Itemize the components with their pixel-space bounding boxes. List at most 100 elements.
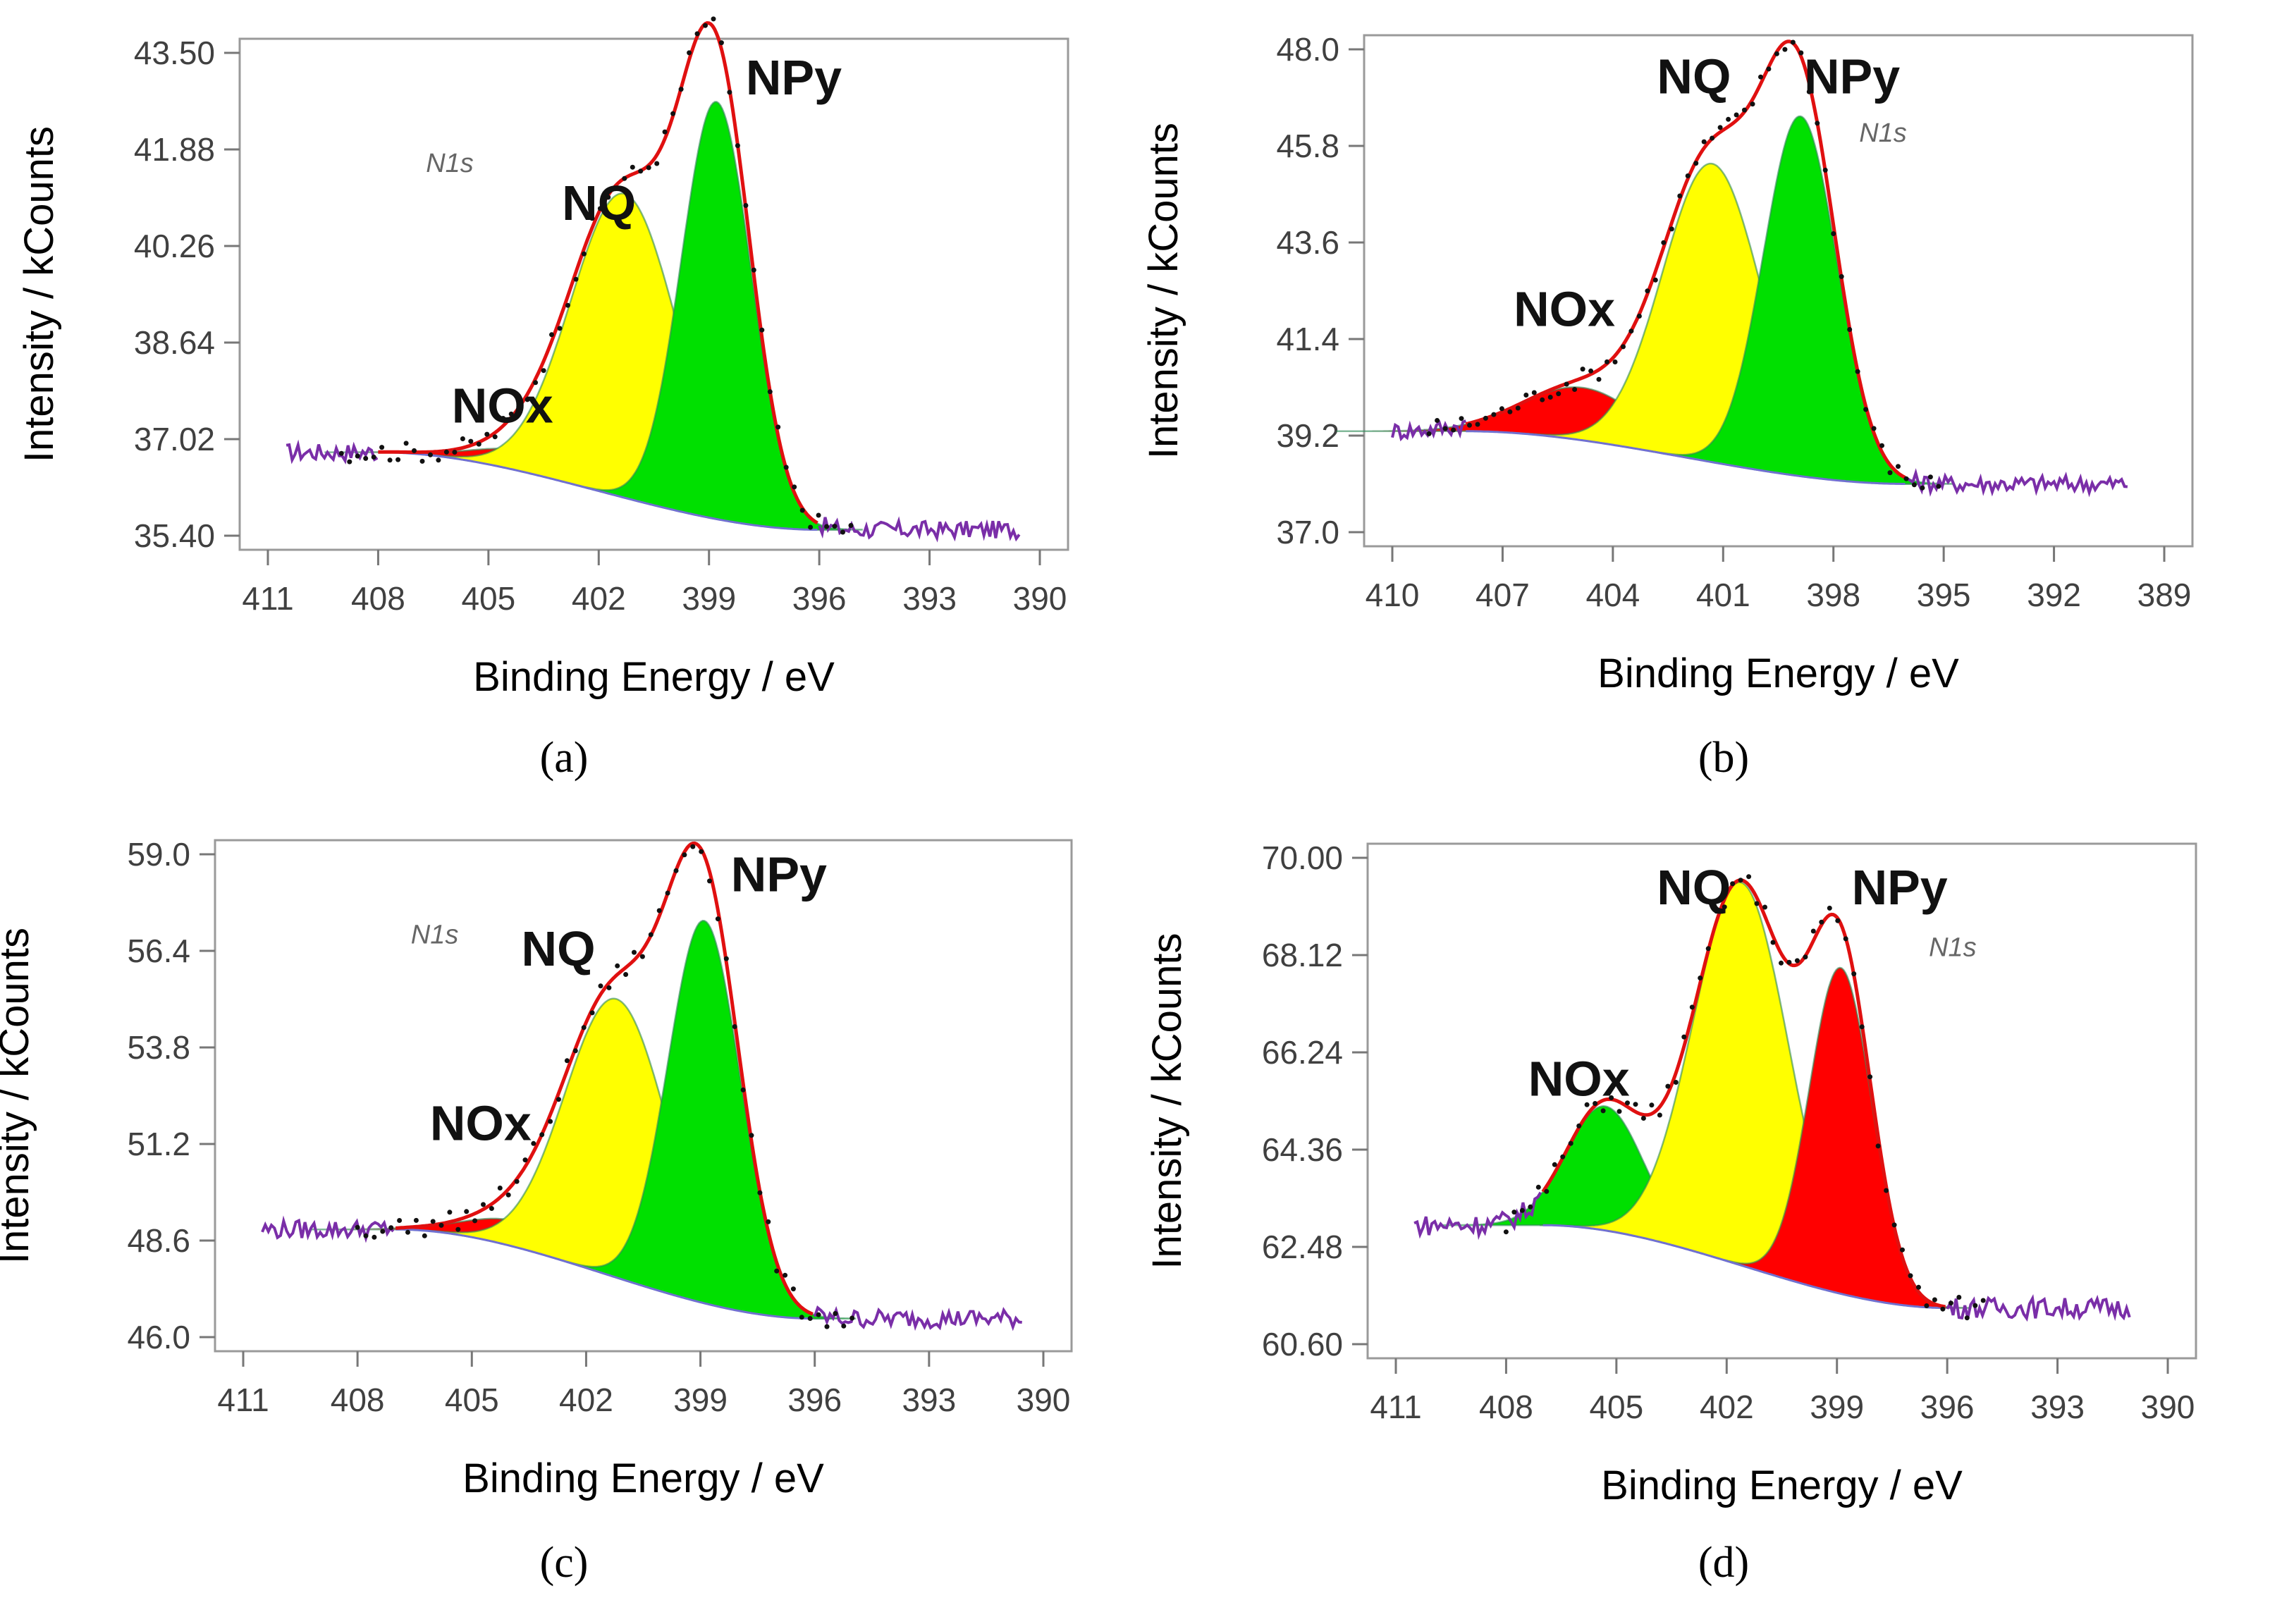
y-tick-label: 70.00 bbox=[1262, 839, 1343, 876]
data-point bbox=[1435, 418, 1440, 423]
data-point bbox=[1815, 121, 1820, 126]
data-point bbox=[1636, 314, 1642, 319]
data-point bbox=[1722, 904, 1727, 910]
data-point bbox=[1616, 1109, 1622, 1114]
data-point bbox=[1552, 1162, 1557, 1167]
x-tick-label: 396 bbox=[792, 580, 847, 617]
data-point bbox=[1714, 909, 1719, 914]
data-point bbox=[1758, 74, 1763, 80]
chart-panel-a: 411 408 405 402 399 396 393 390 35.40 37.02 38.64 4… bbox=[0, 0, 1135, 812]
data-point bbox=[665, 890, 670, 896]
y-tick-label: 40.26 bbox=[134, 228, 215, 264]
x-tick-label: 411 bbox=[1370, 1389, 1421, 1425]
data-point bbox=[1593, 1101, 1598, 1106]
x-tick-label: 408 bbox=[351, 580, 405, 617]
data-point bbox=[615, 963, 620, 968]
data-point bbox=[452, 450, 458, 455]
data-point bbox=[1621, 344, 1626, 350]
x-axis-title: Binding Energy / eV bbox=[1597, 651, 1959, 696]
data-point bbox=[1730, 881, 1736, 887]
data-point bbox=[703, 23, 708, 28]
data-point bbox=[1645, 288, 1650, 294]
data-point bbox=[632, 949, 637, 955]
data-point bbox=[524, 397, 530, 402]
data-point bbox=[816, 1312, 821, 1317]
data-point bbox=[1819, 919, 1824, 925]
data-point bbox=[1657, 1112, 1662, 1118]
data-point bbox=[1884, 1188, 1889, 1193]
data-point bbox=[508, 411, 514, 417]
data-point bbox=[656, 908, 662, 914]
raw-data-left bbox=[1413, 1191, 1542, 1241]
region-label-n1s: N1s bbox=[426, 149, 474, 178]
data-point bbox=[505, 1192, 511, 1198]
data-point bbox=[1685, 173, 1691, 178]
data-point bbox=[549, 332, 554, 338]
y-tick-label: 38.64 bbox=[134, 324, 215, 361]
data-point bbox=[468, 438, 474, 444]
data-point bbox=[548, 1119, 553, 1124]
data-point bbox=[1459, 416, 1464, 422]
chart-svg-d: 411 408 405 402 399 396 393 390 60.60 62.48 64.36 6… bbox=[1144, 839, 2197, 1508]
data-point bbox=[395, 457, 401, 462]
data-point bbox=[372, 1234, 377, 1240]
x-tick-label: 390 bbox=[1017, 1382, 1071, 1418]
data-point bbox=[1803, 954, 1808, 960]
chart-panel-d: 411 408 405 402 399 396 393 390 60.60 62.48 64.36 6… bbox=[1135, 812, 2270, 1624]
data-point bbox=[757, 1190, 763, 1195]
data-point bbox=[1519, 1207, 1525, 1213]
data-point bbox=[833, 1311, 838, 1316]
peak-label-npy: NPy bbox=[746, 50, 842, 105]
data-point bbox=[824, 524, 830, 529]
envelope-line bbox=[395, 841, 814, 1316]
data-point bbox=[1794, 958, 1800, 964]
data-point bbox=[1584, 1102, 1590, 1107]
data-point bbox=[338, 450, 344, 456]
data-point bbox=[388, 1225, 394, 1231]
x-tick-label: 390 bbox=[2141, 1389, 2195, 1425]
data-point bbox=[690, 844, 696, 849]
data-point bbox=[1612, 359, 1618, 364]
y-tick-label: 41.88 bbox=[134, 131, 215, 168]
data-point bbox=[1932, 1297, 1937, 1303]
data-point bbox=[1936, 484, 1941, 489]
data-point bbox=[1810, 928, 1816, 934]
data-point bbox=[564, 1058, 570, 1064]
data-point bbox=[1669, 226, 1674, 232]
chart-svg-c: 411 408 405 402 399 396 393 390 46.0 48.6 51.2 53.8… bbox=[0, 836, 1073, 1501]
data-point bbox=[694, 31, 700, 37]
region-label-n1s: N1s bbox=[411, 920, 459, 949]
data-point bbox=[413, 1217, 419, 1223]
data-point bbox=[1738, 878, 1743, 883]
data-point bbox=[476, 441, 481, 447]
data-point bbox=[732, 1024, 737, 1029]
peak-label-nq: NQ bbox=[1657, 860, 1731, 915]
data-point bbox=[799, 1315, 804, 1320]
data-point bbox=[541, 368, 546, 374]
data-point bbox=[648, 932, 654, 937]
x-axis-title: Binding Energy / eV bbox=[473, 654, 835, 700]
data-point bbox=[1924, 1303, 1930, 1308]
data-point bbox=[460, 436, 465, 441]
caption-b: (b) bbox=[1698, 734, 1750, 782]
data-point bbox=[1625, 1100, 1630, 1106]
data-point bbox=[1782, 47, 1788, 52]
data-point bbox=[1851, 971, 1857, 977]
region-label-n1s: N1s bbox=[1859, 118, 1907, 148]
x-tick-label: 401 bbox=[1696, 577, 1750, 613]
data-point bbox=[492, 434, 498, 440]
data-point bbox=[774, 1268, 780, 1274]
data-point bbox=[1774, 51, 1779, 56]
data-point bbox=[1681, 1034, 1687, 1040]
data-point bbox=[832, 524, 838, 529]
data-point bbox=[1827, 905, 1832, 911]
data-point bbox=[1628, 328, 1634, 334]
data-point bbox=[1779, 960, 1784, 966]
data-point bbox=[1596, 376, 1602, 382]
data-point bbox=[1859, 1024, 1865, 1030]
data-point bbox=[455, 1226, 461, 1232]
data-point bbox=[767, 389, 773, 395]
y-tick-label: 43.50 bbox=[134, 35, 215, 71]
y-axis-title: Intensity / kCounts bbox=[0, 928, 37, 1264]
data-point bbox=[1847, 327, 1853, 332]
